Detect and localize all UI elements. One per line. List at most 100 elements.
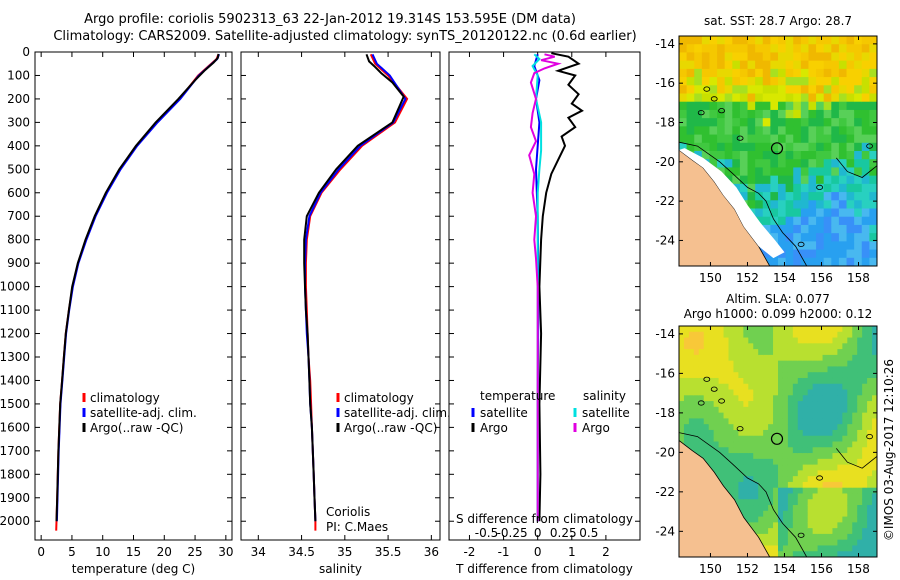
sla_map-cell <box>842 528 848 535</box>
sla_map-cell <box>792 528 799 535</box>
sla_map-cell <box>817 510 824 518</box>
sla_map-cell <box>768 458 774 466</box>
sla_map-cell <box>758 481 764 489</box>
sst_map-cell <box>846 118 855 127</box>
sla_map-cell <box>688 337 695 344</box>
sla_map-cell <box>778 458 784 466</box>
sla_map-cell <box>773 349 779 356</box>
sla_map-cell <box>867 383 873 391</box>
sla_map-cell <box>787 551 794 557</box>
sla_map-cell <box>713 406 720 414</box>
sla_map-cell <box>748 510 754 518</box>
sla_map-cell <box>817 326 824 333</box>
sla_map-cell <box>733 360 739 368</box>
sla_map-xtick-label: 150 <box>699 562 722 576</box>
sla_map-cell <box>773 406 779 414</box>
sla_map-cell <box>708 441 715 448</box>
sla_map-cell <box>693 424 700 431</box>
sla_map-cell <box>753 354 759 362</box>
sst_map-cell <box>854 183 863 193</box>
temperature-ytick-label: 1300 <box>0 350 30 364</box>
sst_map-cell <box>755 208 764 218</box>
sla_map-cell <box>832 435 838 443</box>
sst_map-cell <box>816 241 825 251</box>
sla_map-cell <box>797 505 804 512</box>
sla_map-cell <box>837 441 843 448</box>
sla_map-cell <box>753 453 759 460</box>
sst_map-cell <box>800 52 810 62</box>
sla_map-cell <box>753 395 759 402</box>
sla_map-cell <box>872 372 877 379</box>
sla_map-panel: 150 152 154 156 158-14-16-18-20-22-24Altim. … <box>655 292 878 576</box>
sla_map-cell <box>867 516 873 523</box>
sla_map-cell <box>797 476 804 483</box>
sla_map-cell <box>738 476 744 483</box>
sla_map-cell <box>822 545 829 552</box>
sst_map-cell <box>854 52 863 62</box>
sst_map-cell <box>778 224 787 234</box>
sla_map-cell <box>867 331 873 339</box>
sla_map-cell <box>857 510 863 518</box>
sla_map-cell <box>827 528 834 535</box>
sla_map-cell <box>812 343 819 350</box>
sla_map-cell <box>763 533 769 541</box>
sla_map-cell <box>773 343 779 350</box>
sla_map-cell <box>807 470 814 477</box>
difference-legend-label: Argo <box>582 421 610 435</box>
sst_map-cell <box>854 118 863 127</box>
sla_map-cell <box>857 505 863 512</box>
sla_map-cell <box>723 395 730 402</box>
sla_map-cell <box>743 412 749 420</box>
sla_map-cell <box>862 343 868 350</box>
sla_map-cell <box>797 395 804 402</box>
sst_map-cell <box>785 142 794 152</box>
sst_map-cell <box>793 257 802 266</box>
sst_map-cell <box>732 126 741 136</box>
sla_map-cell <box>817 360 824 368</box>
sla_map-cell <box>867 366 873 373</box>
sst_map-cell <box>747 36 756 45</box>
sla_map-cell <box>817 377 824 385</box>
sst_map-cell <box>747 77 756 86</box>
sla_map-cell <box>812 331 819 339</box>
sla_map-cell <box>802 493 809 500</box>
sst_map-cell <box>846 175 855 185</box>
sla_map-cell <box>683 354 690 362</box>
sla_map-cell <box>743 510 749 518</box>
sla_map-cell <box>832 516 838 523</box>
sla_map-cell <box>837 493 843 500</box>
sst_map-cell <box>778 175 787 185</box>
sla_map-cell <box>748 337 754 344</box>
sst_map-cell <box>823 52 832 62</box>
sst_map-cell <box>846 126 855 136</box>
sla_map-cell <box>782 545 789 552</box>
sla_map-cell <box>797 337 804 344</box>
sla_map-cell <box>778 372 784 379</box>
sla_map-island <box>736 426 744 432</box>
sla_map-xtick-label: 154 <box>773 562 796 576</box>
sla_map-cell <box>782 458 789 466</box>
sla_map-cell <box>773 470 779 477</box>
sla_map-cell <box>703 343 710 350</box>
sla_map-cell <box>782 510 789 518</box>
sla_map-cell <box>708 366 715 373</box>
sla_map-cell <box>842 331 848 339</box>
sst_map-cell <box>808 241 817 251</box>
sst_map-cell <box>778 208 787 218</box>
sst_map-cell <box>854 192 863 201</box>
sla_map-cell <box>728 354 735 362</box>
sla_map-cell <box>817 487 824 495</box>
sla_map-cell <box>723 383 730 391</box>
sst_map-cell <box>694 101 703 111</box>
sla_map-cell <box>688 429 695 437</box>
sla_map-cell <box>753 441 759 448</box>
sla_map-cell <box>847 331 853 339</box>
sla_map-cell <box>698 372 705 379</box>
sla_map-cell <box>827 464 834 471</box>
sst_map-cell <box>854 44 863 54</box>
sla_map-cell <box>807 522 814 529</box>
sla_map-cell <box>817 372 824 379</box>
sla_map-cell <box>797 406 804 414</box>
sla_map-cell <box>797 435 804 443</box>
sla_map-cell <box>862 453 868 460</box>
